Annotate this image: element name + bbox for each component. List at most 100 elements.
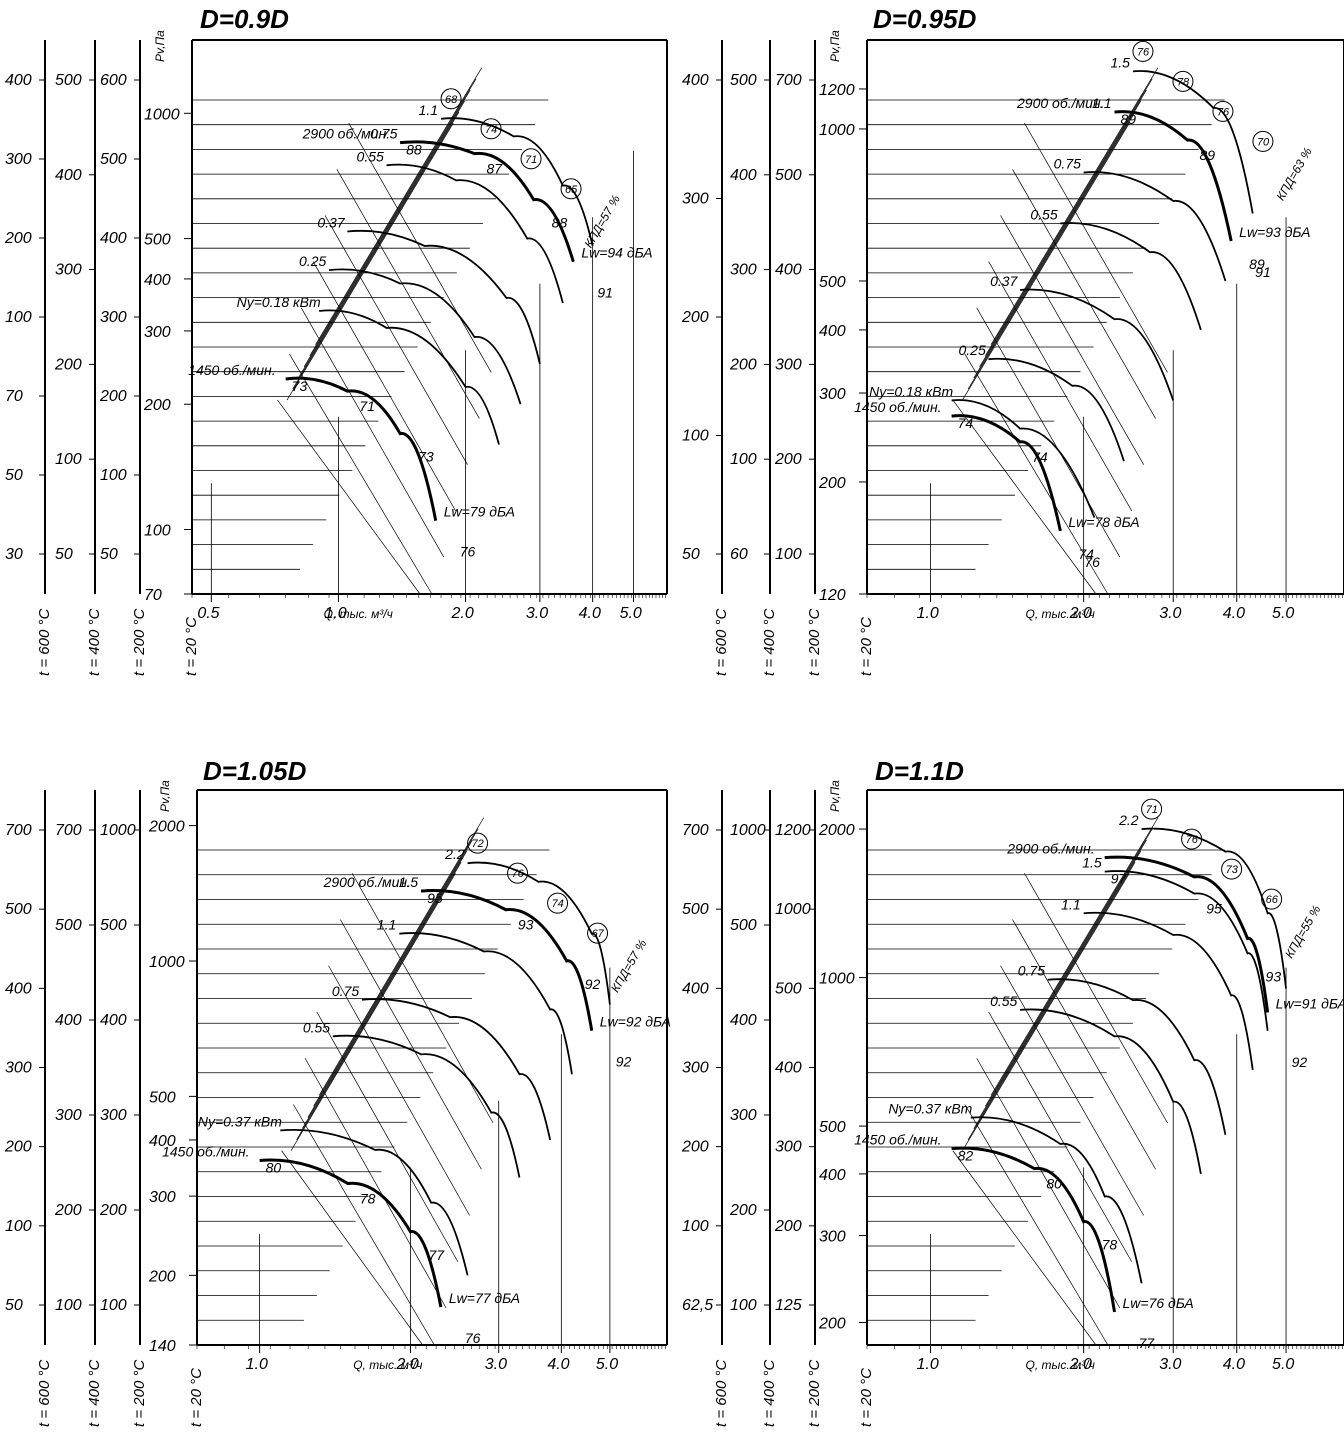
skew-grid-line (316, 1011, 459, 1262)
temp-tick-label: 500 (55, 917, 82, 934)
temp-tick-label: 400 (730, 1012, 757, 1029)
x-tick-label: 2.0 (451, 605, 474, 622)
point-label: 74 (958, 415, 974, 431)
y-tick-label: 300 (144, 324, 171, 341)
x-tick-label: 4.0 (1223, 605, 1245, 622)
curve-0 (951, 1146, 1117, 1313)
chart-title: D=0.95D (873, 4, 977, 34)
x-tick-label: 1.0 (917, 1356, 939, 1373)
curve-3 (1047, 978, 1227, 1136)
curve-label-2: 0.25 (958, 342, 985, 358)
skew-grid-line (967, 111, 1136, 390)
curve-label-0: 1450 об./мин. (854, 1132, 941, 1148)
efficiency-circle (1172, 70, 1194, 92)
curve-label-7: 1.1 (419, 102, 438, 118)
curve-4 (399, 932, 573, 1075)
y-tick-label: 140 (149, 1338, 176, 1355)
curve-label-4: 1.1 (1061, 896, 1080, 912)
point-label: 71 (359, 398, 375, 414)
y-tick-label: 200 (818, 1315, 846, 1332)
temp-tick-label: 500 (682, 901, 709, 918)
skew-grid-line (313, 828, 479, 1107)
x-tick-label: 0.5 (197, 605, 219, 622)
y-tick-label: 500 (819, 1119, 846, 1136)
curve-2 (988, 357, 1125, 462)
y-tick-label: 120 (819, 587, 846, 604)
efficiency-label: 76 (1186, 834, 1199, 846)
curve-label-1: Ny=0.18 кВт (237, 294, 321, 310)
temp-tick-label: 200 (54, 1202, 82, 1219)
temp-tick-label: 400 (682, 72, 709, 89)
temp-tick-label: 300 (100, 309, 127, 326)
skew-grid-line (293, 1104, 435, 1346)
y-tick-label: 500 (149, 1089, 176, 1106)
curve-label-0: 1450 об./мин. (188, 362, 275, 378)
temp-tick-label: 400 (730, 167, 757, 184)
temp-axis-label: t = 200 °C (806, 1360, 823, 1427)
temp-tick-label: 100 (775, 546, 802, 563)
efficiency-kpd-label: КПД=55 % (1282, 903, 1324, 961)
temp-tick-label: 400 (682, 980, 709, 997)
temp-axis-label: t = 200 °C (131, 609, 148, 676)
chart-panel-4: D=1.1D Pv,Па 1.0 2.0 3.0 4.0 5.0 Q, тыс. м³/ч 62… (681, 756, 1344, 1427)
curve-4 (1060, 222, 1202, 331)
y-tick-label: 300 (149, 1189, 176, 1206)
curve-label-2: 0.25 (299, 253, 326, 269)
curve-2 (328, 268, 522, 405)
y-tick-label: 1000 (144, 106, 180, 123)
skew-grid-line (1012, 919, 1156, 1170)
y-axis-label: Pv,Па (828, 780, 842, 812)
curve-label-4: 1.1 (377, 917, 396, 933)
skew-grid-line (1000, 215, 1144, 465)
temp-tick-label: 200 (729, 1202, 757, 1219)
temp-tick-label: 125 (775, 1297, 802, 1314)
temp-tick-label: 100 (55, 1297, 82, 1314)
curve-0 (259, 1158, 443, 1308)
point-label: 76 (460, 544, 476, 560)
curve-label-5: 2900 об./мин. (323, 874, 411, 890)
point-label: 77 (1139, 1335, 1156, 1351)
temp-tick-label: 300 (775, 356, 802, 373)
skew-grid-line (1000, 965, 1144, 1216)
temp-tick-label: 400 (55, 167, 82, 184)
y-tick-label: 1200 (819, 82, 855, 99)
curve-label-3: 0.75 (332, 983, 359, 999)
skew-grid-line (964, 1104, 1109, 1346)
temp-tick-label: 1000 (100, 822, 136, 839)
efficiency-kpd-label: КПД=57 % (582, 192, 624, 250)
y-tick-label: 400 (149, 1133, 176, 1150)
temp-tick-label: 700 (55, 822, 82, 839)
point-label: 87 (486, 161, 503, 177)
temp-tick-label: 1000 (730, 822, 766, 839)
temp-tick-label: 500 (55, 72, 82, 89)
efficiency-circle (1261, 888, 1283, 910)
temp-tick-label: 500 (100, 917, 127, 934)
efficiency-label: 70 (1257, 136, 1270, 148)
point-label: 95 (1206, 901, 1222, 917)
skew-grid-line (990, 817, 1159, 1096)
efficiency-circle (507, 862, 529, 884)
temp-tick-label: 100 (682, 1218, 709, 1235)
temp-tick-label: 400 (100, 1012, 127, 1029)
efficiency-circle (467, 832, 489, 854)
point-label: 89 (1249, 256, 1265, 272)
chart-title: D=1.1D (875, 756, 964, 786)
efficiency-label: 74 (552, 898, 564, 910)
temp-axis-label: t = 20 °C (858, 617, 875, 676)
y-tick-label: 1000 (149, 954, 185, 971)
temp-tick-label: 300 (682, 1060, 709, 1077)
temp-tick-label: 1000 (775, 901, 811, 918)
temp-tick-label: 100 (100, 1297, 127, 1314)
curve-6 (400, 140, 575, 262)
x-tick-label: 3.0 (485, 1356, 507, 1373)
point-label: 78 (360, 1191, 376, 1207)
temp-tick-label: 100 (682, 428, 709, 445)
efficiency-circle (520, 148, 542, 170)
temp-tick-label: 70 (5, 388, 23, 405)
efficiency-circle (560, 178, 582, 200)
curve-7 (440, 117, 594, 247)
x-tick-label: 5.0 (620, 605, 642, 622)
curve-2 (1020, 1008, 1202, 1175)
point-label: 77 (428, 1247, 445, 1263)
